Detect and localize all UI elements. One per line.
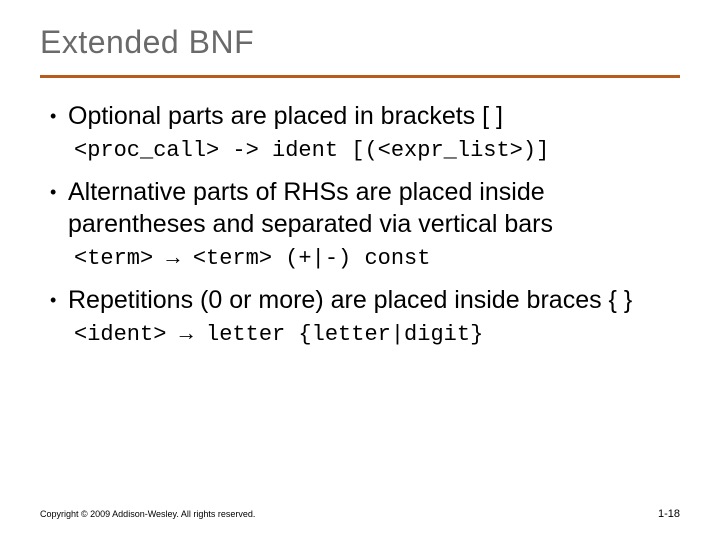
bullet-item: • Alternative parts of RHSs are placed i… bbox=[46, 176, 680, 240]
title-rule bbox=[40, 75, 680, 78]
bullet-marker: • bbox=[46, 100, 68, 132]
page-title: Extended BNF bbox=[40, 24, 680, 61]
bullet-text: Optional parts are placed in brackets [ … bbox=[68, 100, 503, 132]
bullet-text: Repetitions (0 or more) are placed insid… bbox=[68, 284, 632, 316]
bullet-marker: • bbox=[46, 176, 68, 208]
code-line: <term> → <term> (+|-) const bbox=[46, 244, 680, 274]
bullet-text: Alternative parts of RHSs are placed ins… bbox=[68, 176, 680, 240]
copyright-text: Copyright © 2009 Addison-Wesley. All rig… bbox=[40, 509, 255, 519]
page-number: 1-18 bbox=[658, 508, 680, 520]
bullet-marker: • bbox=[46, 284, 68, 316]
bullet-item: • Optional parts are placed in brackets … bbox=[46, 100, 680, 132]
slide: Extended BNF • Optional parts are placed… bbox=[0, 0, 720, 540]
bullet-item: • Repetitions (0 or more) are placed ins… bbox=[46, 284, 680, 316]
code-line: <ident> → letter {letter|digit} bbox=[46, 320, 680, 350]
footer: Copyright © 2009 Addison-Wesley. All rig… bbox=[40, 508, 680, 520]
content-area: • Optional parts are placed in brackets … bbox=[40, 100, 680, 350]
code-line: <proc_call> -> ident [(<expr_list>)] bbox=[46, 136, 680, 166]
